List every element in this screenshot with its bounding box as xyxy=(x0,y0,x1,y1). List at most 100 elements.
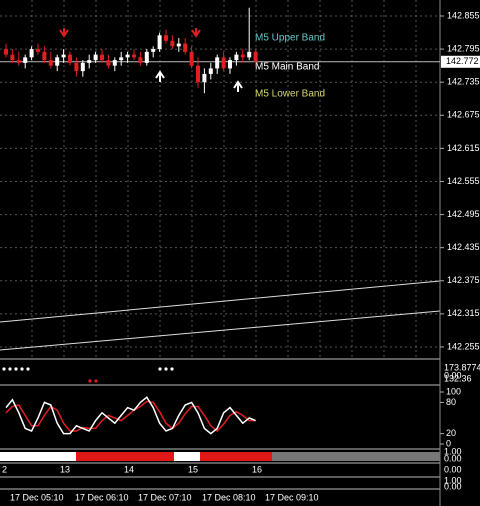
stoch-tick-label: 0 xyxy=(446,438,451,448)
dot xyxy=(26,367,30,371)
candle-body xyxy=(215,57,220,69)
stoch-tick-label: 20 xyxy=(446,428,456,438)
candle-body xyxy=(164,35,168,41)
candle-body xyxy=(170,40,175,47)
window-label: 0.00 xyxy=(444,453,462,463)
indicator-label: 0.00 xyxy=(444,370,462,380)
band-label: M5 Lower Band xyxy=(255,89,325,100)
trend-line xyxy=(0,280,441,323)
time-label: 17 Dec 05:10 xyxy=(10,492,64,502)
y-tick-label: 142.735 xyxy=(447,77,480,87)
current-price-box xyxy=(441,55,480,68)
dot xyxy=(158,367,162,371)
trend-line xyxy=(0,310,441,351)
hour-label: 15 xyxy=(188,464,198,474)
y-tick-label: 142.255 xyxy=(447,341,480,351)
candle-body xyxy=(253,51,258,62)
sell-arrow xyxy=(191,28,201,38)
candle-body xyxy=(36,49,40,52)
time-label: 17 Dec 06:10 xyxy=(75,492,129,502)
dot xyxy=(170,367,174,371)
dot xyxy=(94,379,98,383)
state-block xyxy=(174,452,200,461)
y-tick-label: 142.495 xyxy=(447,209,480,219)
candle-body xyxy=(42,51,47,61)
state-block xyxy=(272,452,440,461)
candle-body xyxy=(228,60,232,69)
candle-body xyxy=(157,35,162,50)
candle-body xyxy=(68,54,72,63)
candle-body xyxy=(247,51,252,58)
window-label: 1.00 xyxy=(444,446,462,456)
dot xyxy=(2,367,6,371)
candle-body xyxy=(189,51,194,66)
window-label: 1.00 xyxy=(444,475,462,485)
buy-arrow xyxy=(155,70,165,82)
band-label: M5 Main Band xyxy=(255,62,319,73)
time-label: 17 Dec 09:10 xyxy=(265,492,319,502)
y-tick-label: 142.375 xyxy=(447,275,480,285)
arrows xyxy=(59,28,243,92)
stoch-tick-label: 100 xyxy=(446,386,461,396)
time-label: 17 Dec 08:10 xyxy=(202,492,256,502)
stoch-signal-line xyxy=(5,400,256,433)
dot xyxy=(88,379,92,383)
state-block xyxy=(200,452,272,461)
indicator-label: 132.36 xyxy=(444,373,472,383)
candle-body xyxy=(48,60,53,66)
y-tick-label: 142.675 xyxy=(447,110,480,120)
candle-body xyxy=(106,60,111,66)
candle-body xyxy=(93,54,98,61)
candle-body xyxy=(240,54,245,58)
signal-dots xyxy=(2,367,174,383)
dot xyxy=(14,367,18,371)
candle-body xyxy=(55,57,60,66)
y-tick-label: 142.615 xyxy=(447,143,480,153)
grid xyxy=(0,0,440,358)
stoch-main-line xyxy=(5,396,256,435)
candle-body xyxy=(10,54,15,61)
dot xyxy=(8,367,12,371)
y-tick-label: 142.855 xyxy=(447,10,480,20)
y-tick-label: 142.555 xyxy=(447,176,480,186)
candle-body xyxy=(151,49,156,52)
candle-body xyxy=(87,60,92,63)
state-block xyxy=(0,452,76,461)
candle-body xyxy=(61,54,66,58)
candle-body xyxy=(100,54,104,61)
candle-body xyxy=(119,57,124,61)
y-tick-label: 142.795 xyxy=(447,43,480,53)
candle-body xyxy=(16,60,21,63)
indicator-label: 173.8774 xyxy=(444,362,480,372)
state-block xyxy=(76,452,174,461)
hour-label: 14 xyxy=(124,464,134,474)
candle-body xyxy=(80,62,85,72)
y-tick-label: 142.435 xyxy=(447,242,480,252)
dot xyxy=(164,367,168,371)
window-label: 0.00 xyxy=(444,481,462,491)
window-label: 0.00 xyxy=(444,464,462,474)
candle-body xyxy=(112,60,117,66)
candle-body xyxy=(208,68,213,74)
y-tick-label: 142.315 xyxy=(447,308,480,318)
sell-arrow xyxy=(59,28,69,38)
buy-arrow xyxy=(233,80,243,92)
hour-label: 13 xyxy=(60,464,70,474)
candle-body xyxy=(23,57,28,63)
candle-body xyxy=(144,51,149,63)
candle-body xyxy=(234,54,239,61)
candle-body xyxy=(221,57,226,69)
candle-body xyxy=(176,43,181,47)
state-row xyxy=(0,452,440,461)
candle-body xyxy=(196,65,200,83)
stoch-tick-label: 80 xyxy=(446,397,456,407)
candle-body xyxy=(202,73,207,83)
dot xyxy=(20,367,24,371)
candle-body xyxy=(74,62,79,72)
time-label: 17 Dec 07:10 xyxy=(138,492,192,502)
candle-body xyxy=(29,49,34,58)
candle-body xyxy=(4,49,8,55)
hour-label: 16 xyxy=(252,464,262,474)
candle-body xyxy=(125,54,130,58)
